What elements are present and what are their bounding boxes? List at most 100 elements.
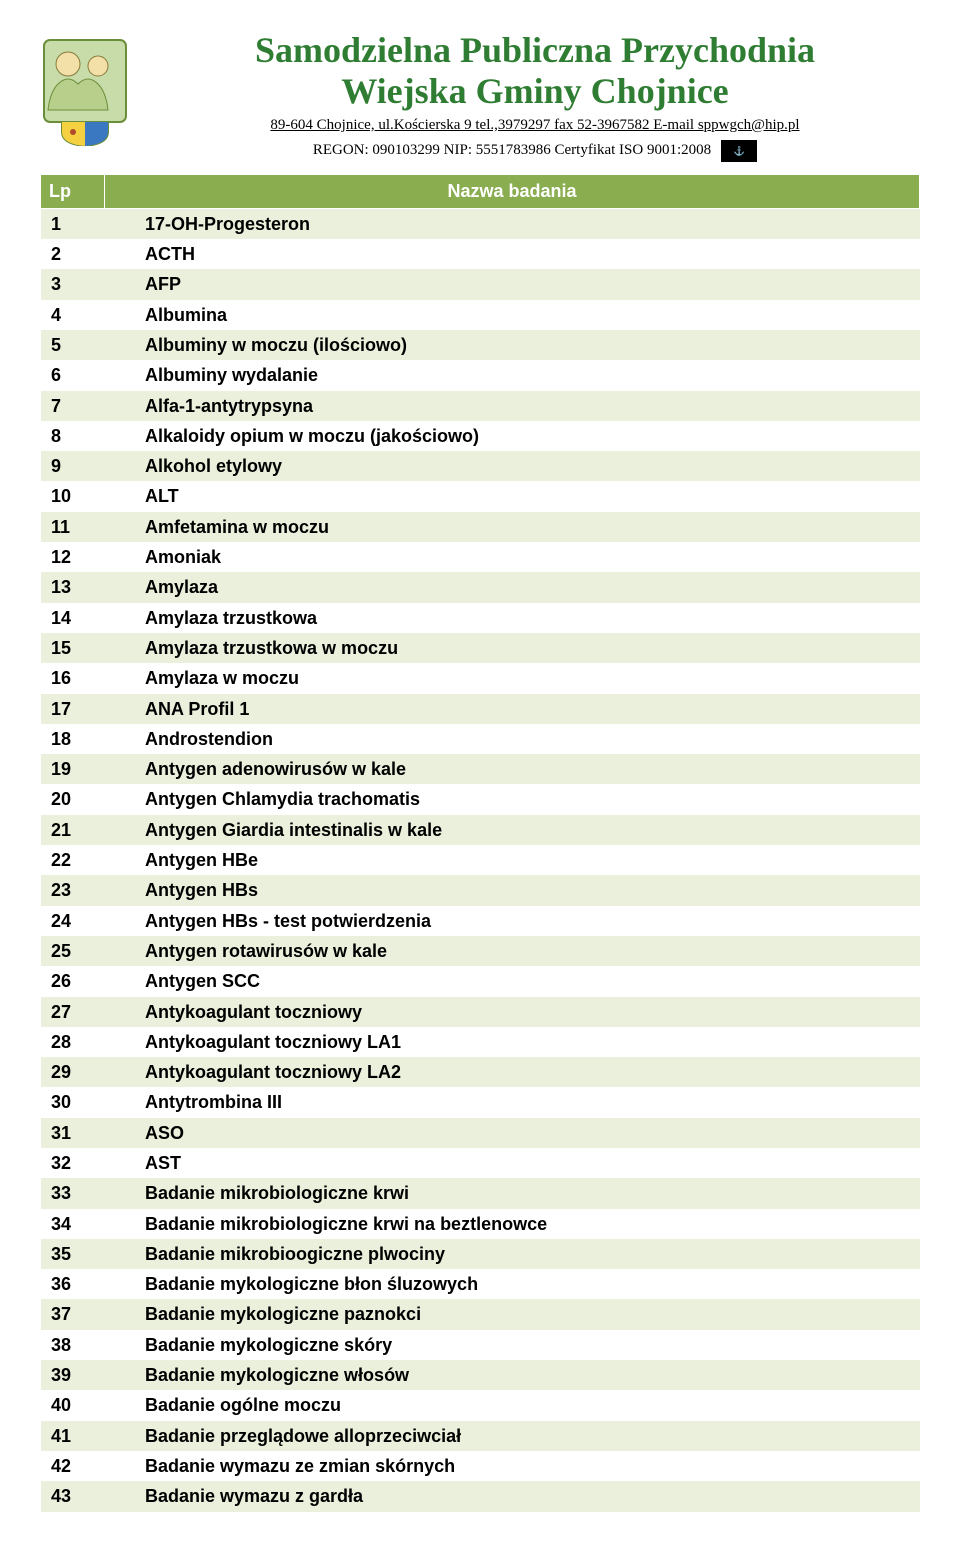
cell-name: AST (105, 1148, 920, 1178)
table-row: 22Antygen HBe (41, 845, 920, 875)
table-header: Lp Nazwa badania (41, 174, 920, 208)
cell-name: Badanie wymazu z gardła (105, 1481, 920, 1511)
table-row: 10ALT (41, 481, 920, 511)
cell-lp: 4 (41, 300, 105, 330)
title-line-2: Wiejska Gminy Chojnice (150, 71, 920, 112)
cell-lp: 24 (41, 906, 105, 936)
cell-name: Badanie wymazu ze zmian skórnych (105, 1451, 920, 1481)
table-row: 15Amylaza trzustkowa w moczu (41, 633, 920, 663)
cell-name: Antygen rotawirusów w kale (105, 936, 920, 966)
table-row: 20Antygen Chlamydia trachomatis (41, 784, 920, 814)
cell-name: Antygen HBs - test potwierdzenia (105, 906, 920, 936)
address-line: 89-604 Chojnice, ul.Kościerska 9 tel.,39… (150, 117, 920, 134)
regon-text: REGON: 090103299 NIP: 5551783986 Certyfi… (313, 142, 711, 159)
table-row: 6Albuminy wydalanie (41, 360, 920, 390)
cell-lp: 28 (41, 1027, 105, 1057)
cell-lp: 12 (41, 542, 105, 572)
cell-name: Alkohol etylowy (105, 451, 920, 481)
table-row: 12Amoniak (41, 542, 920, 572)
cell-lp: 31 (41, 1118, 105, 1148)
table-row: 17ANA Profil 1 (41, 694, 920, 724)
cell-lp: 36 (41, 1269, 105, 1299)
cell-lp: 8 (41, 421, 105, 451)
table-row: 31ASO (41, 1118, 920, 1148)
cell-lp: 26 (41, 966, 105, 996)
cell-lp: 34 (41, 1209, 105, 1239)
table-row: 14Amylaza trzustkowa (41, 603, 920, 633)
cell-name: Badanie mikrobiologiczne krwi (105, 1178, 920, 1208)
table-row: 23Antygen HBs (41, 875, 920, 905)
cell-lp: 17 (41, 694, 105, 724)
cell-lp: 21 (41, 815, 105, 845)
table-row: 21Antygen Giardia intestinalis w kale (41, 815, 920, 845)
cell-name: Antygen HBs (105, 875, 920, 905)
cell-lp: 15 (41, 633, 105, 663)
cell-lp: 11 (41, 512, 105, 542)
cell-lp: 29 (41, 1057, 105, 1087)
cell-name: Amylaza w moczu (105, 663, 920, 693)
cell-name: Amylaza trzustkowa w moczu (105, 633, 920, 663)
cell-lp: 35 (41, 1239, 105, 1269)
table-row: 7Alfa-1-antytrypsyna (41, 391, 920, 421)
regon-line: REGON: 090103299 NIP: 5551783986 Certyfi… (150, 140, 920, 162)
cell-name: Antytrombina III (105, 1087, 920, 1117)
cell-lp: 22 (41, 845, 105, 875)
cell-lp: 9 (41, 451, 105, 481)
cell-name: Albuminy wydalanie (105, 360, 920, 390)
cell-name: Amfetamina w moczu (105, 512, 920, 542)
cell-name: Antykoagulant toczniowy LA2 (105, 1057, 920, 1087)
table-row: 39Badanie mykologiczne włosów (41, 1360, 920, 1390)
cell-lp: 25 (41, 936, 105, 966)
table-row: 18Androstendion (41, 724, 920, 754)
cell-lp: 14 (41, 603, 105, 633)
table-row: 3AFP (41, 269, 920, 299)
title-line-1: Samodzielna Publiczna Przychodnia (150, 30, 920, 71)
table-row: 16Amylaza w moczu (41, 663, 920, 693)
cell-name: Badanie mikrobioogiczne plwociny (105, 1239, 920, 1269)
table-row: 25Antygen rotawirusów w kale (41, 936, 920, 966)
cell-name: Albuminy w moczu (ilościowo) (105, 330, 920, 360)
table-row: 34Badanie mikrobiologiczne krwi na beztl… (41, 1209, 920, 1239)
table-row: 42Badanie wymazu ze zmian skórnych (41, 1451, 920, 1481)
col-header-lp: Lp (41, 174, 105, 208)
cell-lp: 1 (41, 208, 105, 239)
table-row: 26Antygen SCC (41, 966, 920, 996)
cell-name: Antygen Chlamydia trachomatis (105, 784, 920, 814)
cell-name: AFP (105, 269, 920, 299)
cell-name: ASO (105, 1118, 920, 1148)
cell-lp: 33 (41, 1178, 105, 1208)
cell-lp: 18 (41, 724, 105, 754)
cell-name: ANA Profil 1 (105, 694, 920, 724)
cell-name: Badanie mykologiczne skóry (105, 1330, 920, 1360)
table-row: 19Antygen adenowirusów w kale (41, 754, 920, 784)
page: Samodzielna Publiczna Przychodnia Wiejsk… (0, 0, 960, 1552)
table-row: 32AST (41, 1148, 920, 1178)
cell-name: 17-OH-Progesteron (105, 208, 920, 239)
cell-lp: 27 (41, 997, 105, 1027)
cell-name: Antygen HBe (105, 845, 920, 875)
cell-name: ALT (105, 481, 920, 511)
logo-icon (40, 36, 130, 146)
table-row: 33Badanie mikrobiologiczne krwi (41, 1178, 920, 1208)
cell-name: Amoniak (105, 542, 920, 572)
col-header-name: Nazwa badania (105, 174, 920, 208)
cell-name: Badanie ogólne moczu (105, 1390, 920, 1420)
table-row: 13Amylaza (41, 572, 920, 602)
cell-name: Badanie mykologiczne włosów (105, 1360, 920, 1390)
cell-lp: 32 (41, 1148, 105, 1178)
cell-name: Alkaloidy opium w moczu (jakościowo) (105, 421, 920, 451)
cell-lp: 3 (41, 269, 105, 299)
table-row: 8Alkaloidy opium w moczu (jakościowo) (41, 421, 920, 451)
cell-lp: 10 (41, 481, 105, 511)
cell-name: Antygen adenowirusów w kale (105, 754, 920, 784)
cell-lp: 23 (41, 875, 105, 905)
table-row: 2ACTH (41, 239, 920, 269)
cell-name: Badanie mikrobiologiczne krwi na beztlen… (105, 1209, 920, 1239)
cell-name: Amylaza (105, 572, 920, 602)
table-row: 11Amfetamina w moczu (41, 512, 920, 542)
header-text-block: Samodzielna Publiczna Przychodnia Wiejsk… (150, 30, 920, 162)
cell-name: Badanie mykologiczne błon śluzowych (105, 1269, 920, 1299)
table-row: 27Antykoagulant toczniowy (41, 997, 920, 1027)
table-row: 38Badanie mykologiczne skóry (41, 1330, 920, 1360)
cell-name: Antygen SCC (105, 966, 920, 996)
